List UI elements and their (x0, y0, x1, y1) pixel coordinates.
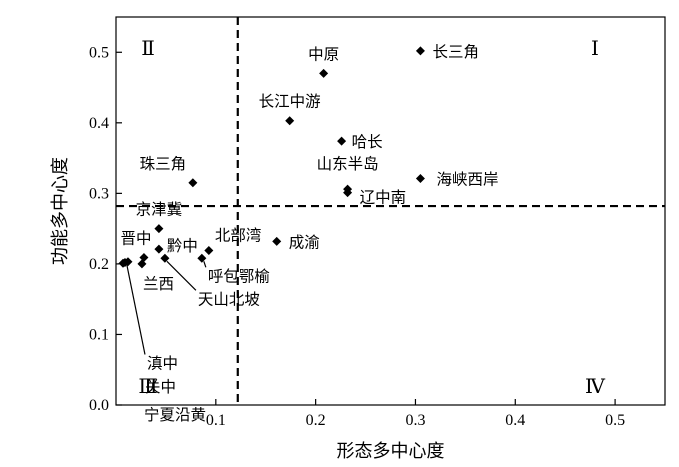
quadrant-label: Ⅱ (141, 38, 155, 60)
point-label: 哈长 (352, 133, 383, 151)
data-point (285, 116, 295, 126)
data-points (118, 46, 425, 269)
quadrant-label: Ⅲ (138, 376, 157, 398)
reference-lines (116, 17, 665, 405)
point-label: 滇中 (147, 354, 178, 372)
data-point (118, 258, 128, 268)
quadrant-label: Ⅳ (585, 376, 606, 398)
point-label: 关中 (145, 378, 176, 396)
point-label: 天山北坡 (198, 290, 260, 308)
y-axis-title: 功能多中心度 (50, 157, 71, 265)
point-label: 北部湾 (215, 227, 262, 245)
data-point (337, 136, 347, 146)
data-point (272, 236, 282, 246)
data-point (137, 259, 147, 269)
point-label: 呼包鄂榆 (208, 267, 271, 285)
point-label: 辽中南 (360, 189, 407, 207)
point-label: 宁夏沿黄 (144, 406, 206, 424)
y-tick-label: 0.0 (89, 397, 109, 414)
y-tick-label: 0.1 (89, 326, 109, 343)
x-tick-label: 0.3 (405, 412, 425, 429)
data-point (154, 244, 164, 254)
y-tick-label: 0.2 (89, 256, 109, 273)
point-label: 黔中 (167, 237, 198, 255)
y-tick-label: 0.4 (89, 115, 109, 132)
axis-ticks: 0.1 0.2 0.3 0.4 0.5 0.0 0.1 0.2 0.3 0.4 0.5 (89, 44, 625, 429)
y-tick-label: 0.5 (89, 44, 109, 61)
point-label: 山东半岛 (317, 155, 379, 173)
leader-line (166, 260, 197, 291)
data-point (154, 224, 164, 234)
leader-lines (126, 260, 207, 355)
plot-frame (115, 16, 666, 406)
data-point (319, 68, 329, 78)
point-label: 晋中 (120, 230, 151, 248)
point-label: 长江中游 (259, 93, 321, 111)
point-label: 海峡西岸 (436, 171, 498, 189)
x-tick-label: 0.2 (306, 412, 326, 429)
point-label: 中原 (308, 45, 339, 63)
point-label: 长三角 (432, 43, 479, 61)
data-point (188, 178, 198, 188)
y-tick-label: 0.3 (89, 185, 109, 202)
x-axis-title: 形态多中心度 (337, 441, 445, 462)
point-label: 兰西 (143, 275, 174, 293)
leader-line (126, 265, 146, 355)
quadrant-label: Ⅰ (591, 38, 599, 60)
point-label: 京津冀 (136, 201, 183, 219)
data-point (415, 46, 425, 56)
quadrant-labels: Ⅰ Ⅱ Ⅲ Ⅳ (138, 38, 606, 398)
data-point (204, 246, 214, 256)
leader-line (203, 261, 207, 268)
x-tick-label: 0.4 (505, 412, 525, 429)
data-point (415, 174, 425, 184)
point-label: 成渝 (289, 233, 320, 251)
x-tick-label: 0.5 (605, 412, 625, 429)
x-tick-label: 0.1 (206, 412, 226, 429)
data-point (160, 253, 170, 263)
data-point (197, 253, 207, 263)
data-point (343, 188, 353, 198)
point-label: 珠三角 (140, 155, 187, 173)
